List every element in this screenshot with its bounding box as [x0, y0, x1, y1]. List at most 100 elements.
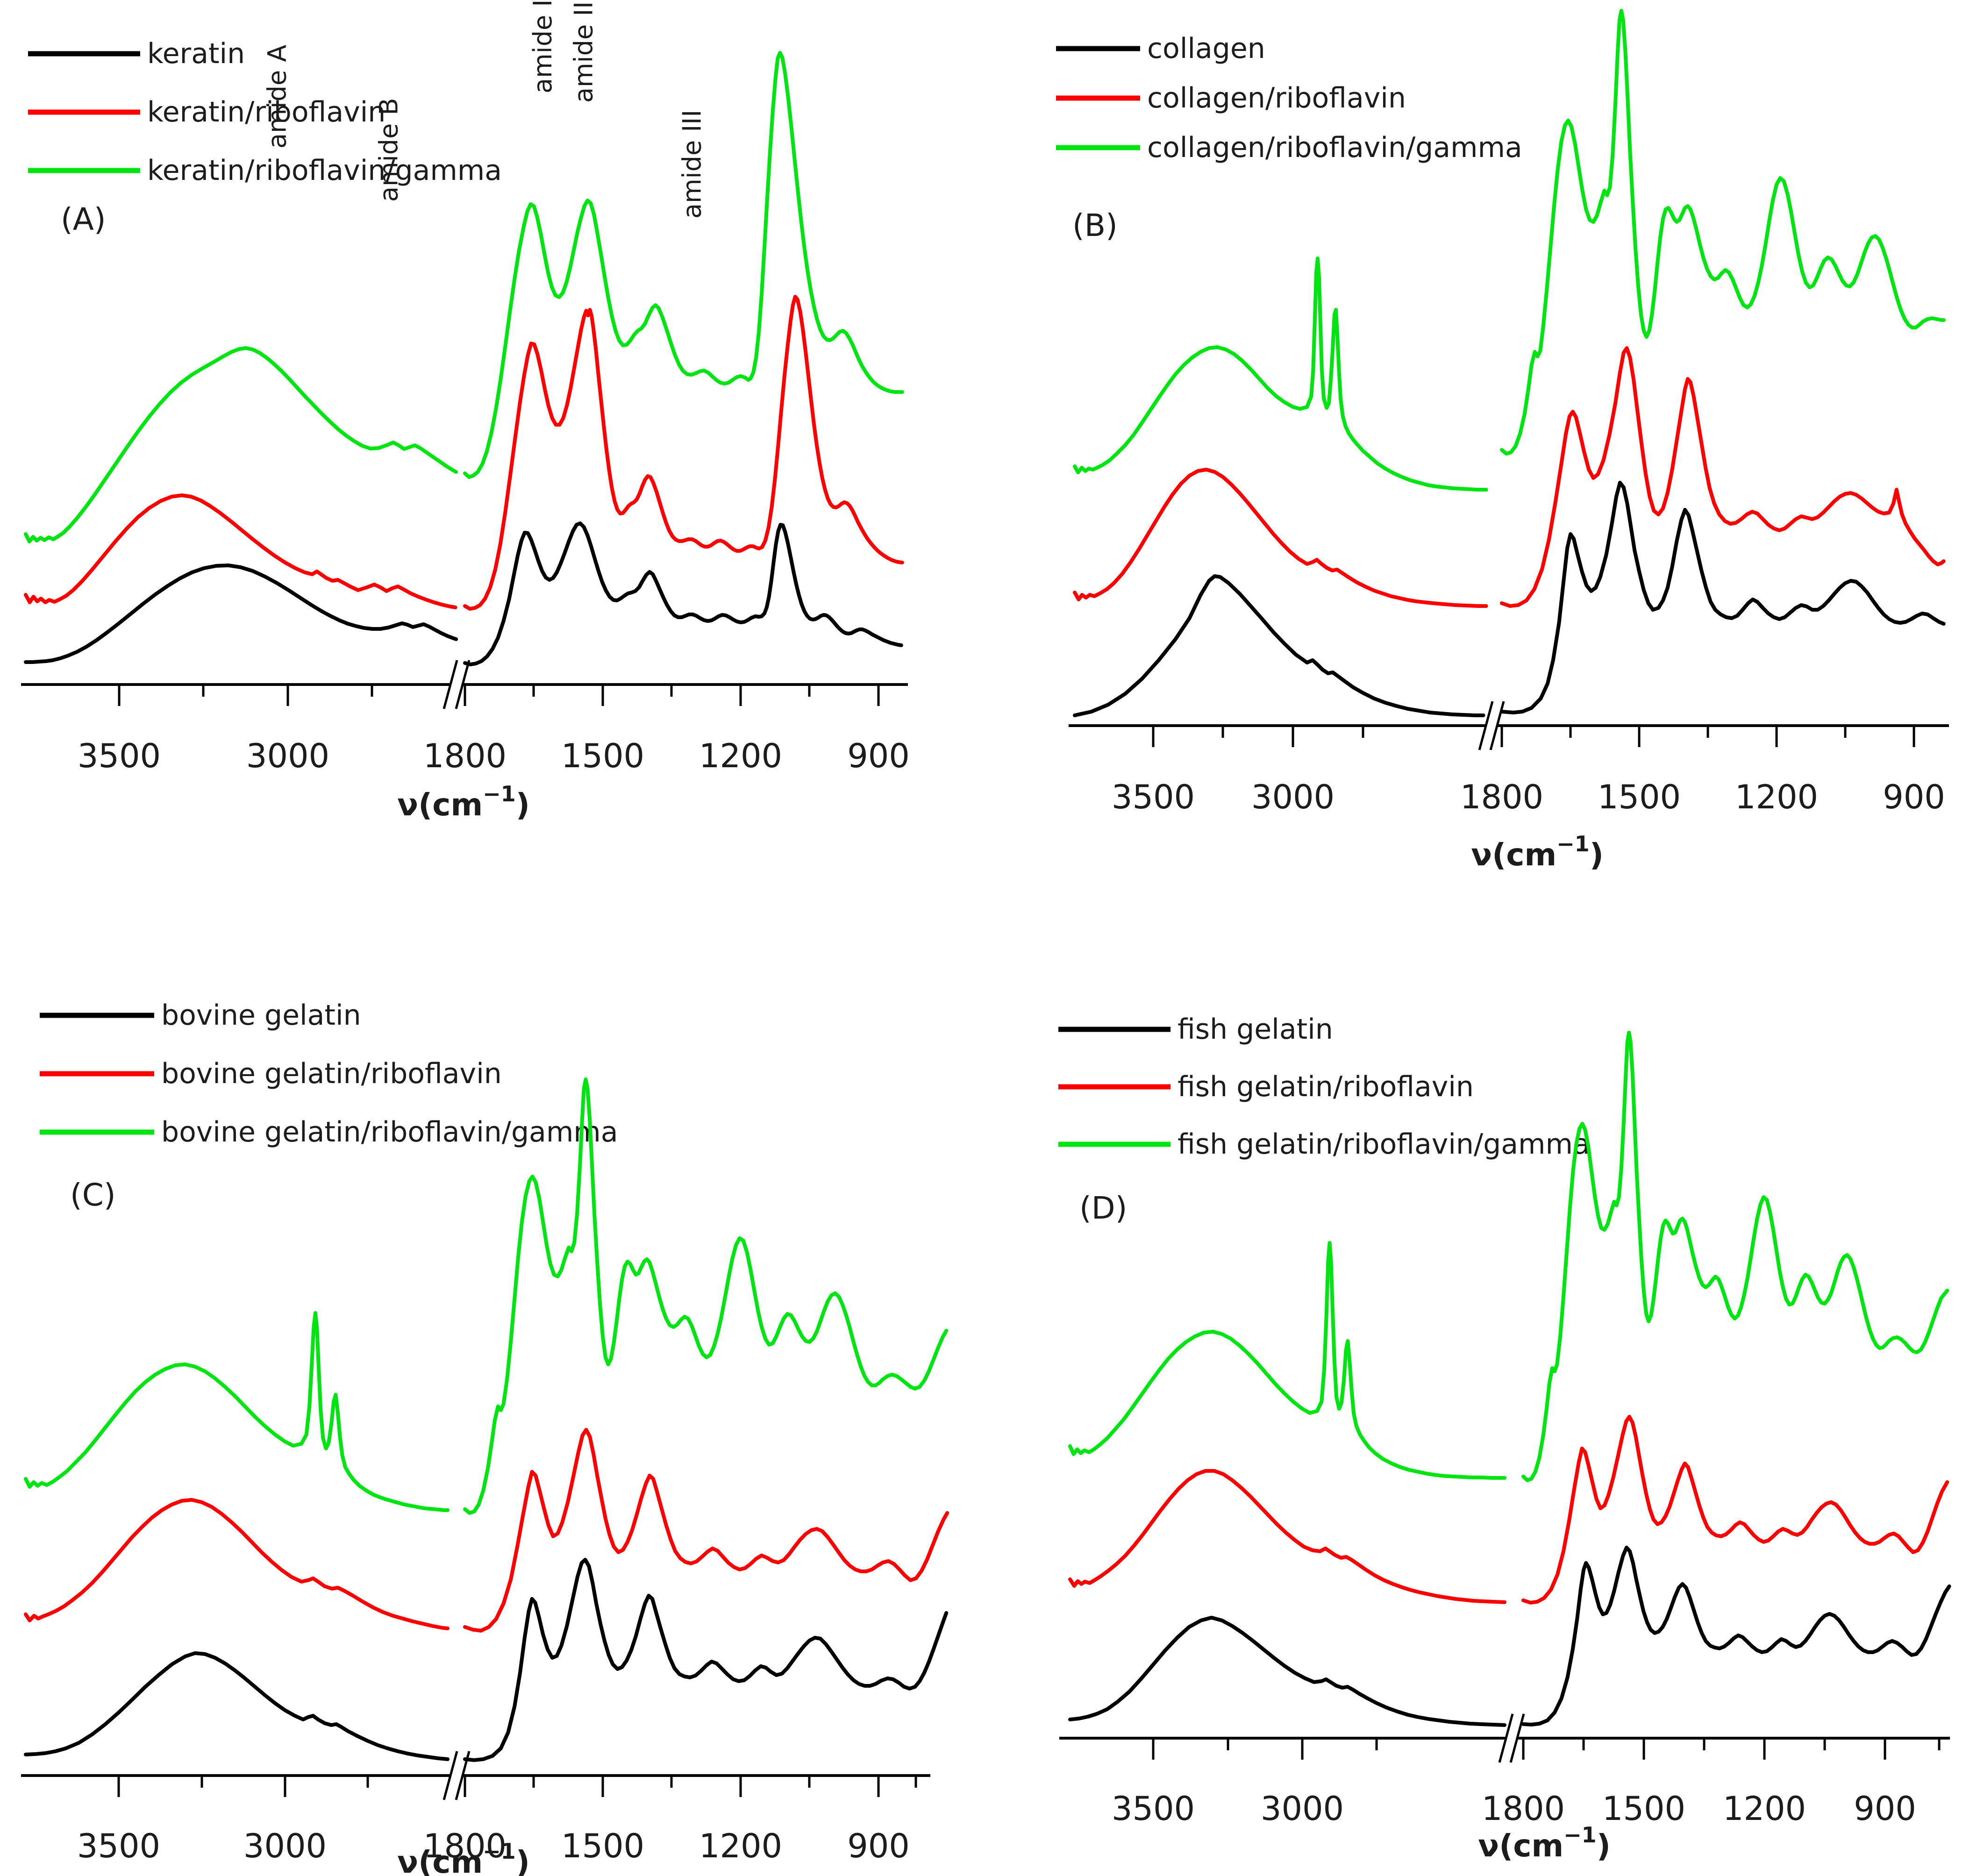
- curve-segment-left: [1068, 1469, 1506, 1604]
- axis-break-marks: [1478, 701, 1505, 750]
- curve-keratin-riboflavin-gamma: [24, 51, 904, 543]
- panel-b-collagen: 3500 3000 1800 1500 1200 900 ν(cm−1) collagen co…: [981, 0, 1963, 938]
- annotation-amide-III: amide III: [677, 110, 707, 219]
- x-axis-ticks: [118, 685, 880, 706]
- panel-letter: (A): [61, 201, 106, 237]
- annotation-amide-A: amide A: [263, 45, 292, 149]
- curve-collagen-riboflavin-gamma: [1073, 9, 1946, 492]
- x-axis-tick-labels: 3500 3000 1800 1500 1200 900: [77, 1827, 910, 1865]
- x-tick-label: 900: [1883, 778, 1945, 816]
- curve-segment-right: [1521, 1031, 1949, 1482]
- curve-segment-left: [1068, 1241, 1506, 1480]
- curve-fish-gelatin-riboflavin: [1068, 1415, 1949, 1605]
- curve-segment-right: [1500, 481, 1946, 714]
- curve-fish-gelatin: [1068, 1546, 1951, 1727]
- x-tick-label: 3000: [1261, 1790, 1344, 1828]
- x-tick-label: 900: [847, 737, 910, 775]
- panel-letter: (C): [70, 1177, 116, 1213]
- axis-break-marks: [1498, 1713, 1525, 1763]
- curve-segment-left: [24, 1651, 450, 1761]
- annotation-amide-II: amide II: [569, 1, 598, 103]
- curve-segment-left: [24, 493, 457, 609]
- x-axis-ticks: [1152, 1738, 1941, 1760]
- legend-label-green: keratin/riboflavin/gamma: [147, 154, 502, 187]
- curve-segment-left: [1068, 1616, 1506, 1727]
- x-axis-tick-labels: 3500 3000 1800 1500 1200 900: [1112, 1790, 1916, 1828]
- x-tick-label: 1500: [561, 737, 644, 775]
- curve-segment-right: [463, 1428, 949, 1633]
- x-axis-title: ν(cm−1): [1478, 1822, 1611, 1864]
- curve-bovine-gelatin: [24, 1558, 949, 1762]
- curve-bovine-gelatin-riboflavin: [24, 1428, 949, 1633]
- annotation-amide-B: amide B: [374, 98, 403, 202]
- x-tick-label: 3500: [77, 1827, 160, 1865]
- panel-d-fish-gelatin: 3500 3000 1800 1500 1200 900 ν(cm−1) fish gelat…: [981, 938, 1963, 1876]
- legend: bovine gelatin bovine gelatin/riboflavin b…: [40, 999, 618, 1148]
- curve-segment-right: [463, 51, 904, 479]
- spectra-chart-b: 3500 3000 1800 1500 1200 900ν(cm−1)collagenco…: [1056, 9, 1949, 873]
- x-tick-label: 1200: [1723, 1790, 1806, 1828]
- curve-segment-right: [463, 295, 904, 611]
- axis-break-slash: [1498, 1713, 1514, 1763]
- legend-label-black: bovine gelatin: [161, 999, 361, 1032]
- x-tick-label: 3000: [243, 1827, 327, 1865]
- curve-segment-left: [24, 564, 458, 664]
- curve-collagen-riboflavin: [1073, 346, 1946, 608]
- curve-segment-left: [1073, 257, 1488, 492]
- curve-segment-right: [463, 1558, 949, 1762]
- x-tick-label: 1500: [1602, 1790, 1685, 1828]
- legend-label-red: bovine gelatin/riboflavin: [161, 1057, 502, 1090]
- curve-segment-left: [24, 1498, 450, 1630]
- spectra-chart-a: 3500 3000 1800 1500 1200 900ν(cm−1)keratinker…: [21, 0, 910, 823]
- x-tick-label: 900: [1854, 1790, 1916, 1828]
- curve-segment-right: [463, 1077, 949, 1515]
- legend-label-red: fish gelatin/riboflavin: [1178, 1070, 1474, 1103]
- axis-break-slash: [1489, 701, 1505, 750]
- legend-label-green: collagen/riboflavin/gamma: [1147, 131, 1522, 164]
- spectra-chart-d: 3500 3000 1800 1500 1200 900 ν(cm−1) fish gelat…: [1058, 1013, 1951, 1864]
- legend: keratin keratin/riboflavin keratin/ribofla…: [28, 37, 502, 187]
- curve-collagen: [1073, 481, 1946, 717]
- legend-label-red: collagen/riboflavin: [1147, 82, 1406, 114]
- curve-segment-right: [1521, 1546, 1951, 1726]
- axis-break-slash: [1509, 1713, 1525, 1763]
- curve-segment-right: [1500, 9, 1946, 456]
- x-tick-label: 1200: [1735, 778, 1818, 816]
- panel-letter: (B): [1072, 207, 1118, 243]
- legend-label-black: keratin: [147, 37, 245, 70]
- curve-segment-left: [1073, 574, 1485, 717]
- axis-break-slash: [443, 1751, 458, 1800]
- legend: fish gelatin fish gelatin/riboflavin fish …: [1058, 1013, 1590, 1161]
- x-axis-ticks: [117, 1776, 917, 1797]
- curve-segment-right: [1500, 346, 1946, 608]
- curve-segment-left: [24, 1311, 450, 1512]
- x-axis-title: ν(cm−1): [397, 1839, 530, 1876]
- x-tick-label: 3000: [1251, 778, 1335, 816]
- curve-segment-left: [24, 346, 458, 543]
- curve-keratin: [24, 521, 903, 666]
- x-axis-title: ν(cm−1): [1471, 831, 1604, 873]
- x-tick-label: 1800: [423, 1827, 507, 1865]
- axis-break-slash: [455, 660, 471, 709]
- x-tick-label: 3500: [78, 737, 161, 775]
- x-tick-label: 900: [847, 1827, 910, 1865]
- x-tick-label: 1500: [561, 1827, 644, 1865]
- spectra-chart-c: 3500 3000 1800 1500 1200 900 ν(cm−1) bovine gel…: [21, 999, 949, 1876]
- legend-label-black: collagen: [1147, 32, 1265, 65]
- x-tick-label: 1800: [1460, 778, 1543, 816]
- legend: collagen collagen/riboflavin collagen/ribo…: [1056, 32, 1522, 164]
- axis-break-slash: [443, 660, 458, 709]
- x-tick-label: 1800: [1482, 1790, 1565, 1828]
- legend-label-green: bovine gelatin/riboflavin/gamma: [161, 1116, 618, 1148]
- x-tick-label: 1200: [699, 1827, 782, 1865]
- x-axis-tick-labels: 3500 3000 1800 1500 1200 900: [1112, 778, 1945, 816]
- curve-segment-right: [463, 521, 903, 666]
- x-tick-label: 1500: [1598, 778, 1681, 816]
- annotation-amide-I: amide I: [528, 0, 557, 93]
- x-tick-label: 3500: [1112, 778, 1195, 816]
- curve-fish-gelatin-riboflavin-gamma: [1068, 1031, 1949, 1482]
- legend-label-green: fish gelatin/riboflavin/gamma: [1178, 1128, 1590, 1161]
- panel-c-bovine-gelatin: 3500 3000 1800 1500 1200 900 ν(cm−1) bovine gel…: [0, 938, 981, 1876]
- x-axis-ticks: [1152, 726, 1915, 747]
